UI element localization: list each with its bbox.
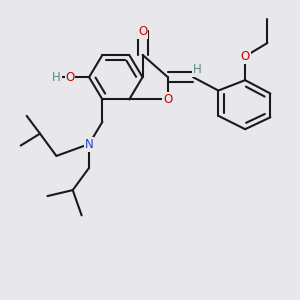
Text: O: O [138,25,147,38]
Text: O: O [65,71,74,84]
Text: N: N [85,138,93,151]
Text: O: O [163,93,172,106]
Text: O: O [241,50,250,63]
Text: H: H [193,63,202,76]
Text: H: H [52,71,61,84]
